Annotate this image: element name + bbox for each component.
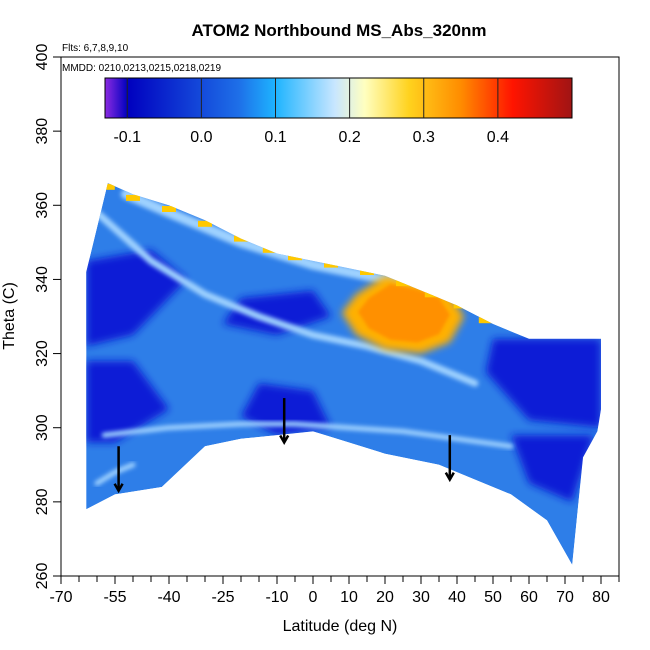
x-tick-label: -10 [265,589,288,606]
low-value-region [511,435,594,502]
low-value-region [86,249,187,347]
x-tick-label: -25 [211,589,234,606]
x-tick-label: 0 [309,589,318,606]
light-streak [101,421,514,449]
low-value-region [223,290,331,335]
colorbar-gradient [104,77,573,119]
edge-high-value [396,280,410,287]
x-tick-label: 70 [556,589,574,606]
x-tick-label: 50 [484,589,502,606]
axes: -70 -55 -40 -25 -10 0 10 20 30 40 50 60 70 80 260 280 30… [34,44,620,606]
edge-high-value [262,246,277,253]
y-tick-label: 400 [34,44,51,71]
edge-high-value [360,269,374,275]
colorbar-tick-label: -0.1 [113,129,141,146]
x-tick-label: -70 [49,589,72,606]
x-axis-label: Latitude (deg N) [283,618,398,635]
colorbar-tick-label: 0.2 [338,129,360,146]
x-tick-label: -40 [157,589,180,606]
edge-high-value [126,194,140,201]
x-tick-label: 80 [592,589,610,606]
edge-high-value [198,220,212,227]
y-tick-label: 260 [34,563,51,590]
y-tick-label: 280 [34,488,51,515]
plot-frame [60,56,620,577]
flights-note: Flts: 6,7,8,9,10 [62,43,129,54]
edge-high-value [424,291,439,298]
colorbar-tick-label: 0.0 [190,129,212,146]
edge-high-value [324,261,338,268]
x-tick-label: -55 [103,589,126,606]
x-tick-label: 60 [520,589,538,606]
x-tick-label: 10 [340,589,358,606]
x-tick-label: 20 [376,589,394,606]
arrow-markers [113,398,455,494]
x-tick-label: 40 [448,589,466,606]
colorbar: -0.1 0.0 0.1 0.2 0.3 0.4 [104,77,573,146]
low-value-region [485,338,601,428]
y-tick-label: 380 [34,118,51,145]
light-streak [93,209,479,387]
edge-high-value [478,317,493,324]
data-field [86,183,601,565]
colorbar-tick-label: 0.3 [413,129,435,146]
edge-high-value [234,235,248,242]
x-tick-label: 30 [412,589,430,606]
arrow-head [444,471,455,483]
y-tick-label: 360 [34,192,51,219]
chart-title: ATOM2 Northbound MS_Abs_320nm [191,21,486,40]
peak-value-core [358,284,450,343]
arrow-head [279,434,290,446]
y-tick-label: 300 [34,414,51,441]
low-value-region [86,361,169,443]
edge-high-value [100,183,115,190]
y-tick-label: 320 [34,340,51,367]
dates-note: MMDD: 0210,0213,0215,0218,0219 [62,63,221,74]
edge-high-value [288,254,302,261]
light-streak [94,462,136,486]
colorbar-tick-label: 0.4 [487,129,509,146]
y-axis-label: Theta (C) [1,282,18,350]
edge-high-value [453,302,468,309]
edge-high-value [162,206,176,212]
field-envelope [86,183,601,565]
colorbar-tick-label: 0.1 [264,129,286,146]
y-tick-label: 340 [34,266,51,293]
arrow-head [113,483,124,494]
